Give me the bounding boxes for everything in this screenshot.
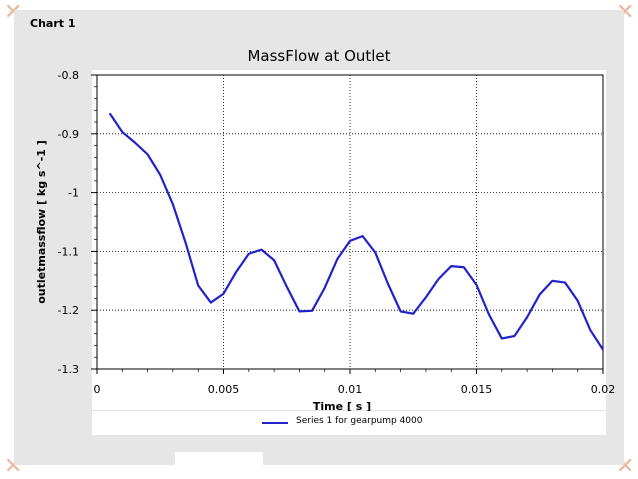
legend: Series 1 for gearpump 4000 [92, 411, 606, 435]
panel-title: Chart 1 [30, 17, 76, 30]
y-axis-label: outletmassflow [ kg s^-1 ] [35, 140, 48, 304]
x-tick-label: 0.01 [338, 383, 363, 396]
x-tick-label: 0.015 [461, 383, 493, 396]
y-tick-label: -1.1 [58, 245, 79, 258]
bottom-strip [175, 452, 263, 465]
y-tick-label: -0.8 [58, 69, 79, 82]
x-axis-label: Time [ s ] [313, 400, 371, 413]
x-tick-label: 0.005 [208, 383, 240, 396]
y-tick-label: -0.9 [58, 128, 79, 141]
series-line [108, 112, 604, 351]
legend-entry: Series 1 for gearpump 4000 [296, 416, 423, 426]
chart-title: MassFlow at Outlet [247, 47, 391, 65]
x-tick-label: 0 [94, 383, 101, 396]
legend-line-swatch [262, 422, 288, 424]
y-tick-label: -1.2 [58, 304, 79, 317]
y-tick-label: -1 [68, 187, 79, 200]
x-tick-label: 0.02 [591, 383, 616, 396]
y-tick-label: -1.3 [58, 363, 79, 376]
